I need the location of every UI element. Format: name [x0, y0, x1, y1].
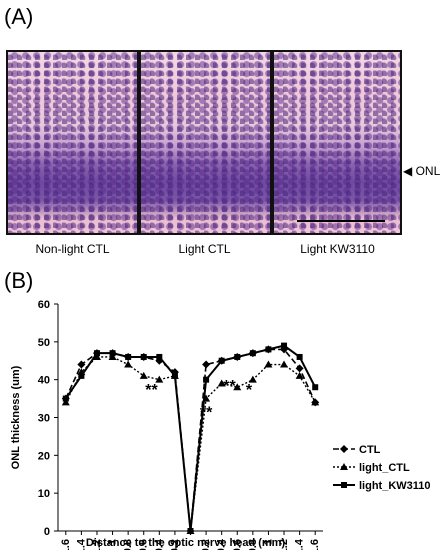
y-tick-label: 20 [38, 450, 50, 462]
data-point [156, 353, 163, 360]
data-point [280, 360, 289, 368]
data-point [93, 350, 100, 357]
legend-label: CTL [359, 444, 381, 456]
x-tick-label: 1 [107, 539, 119, 545]
chart-legend: CTL light_CTL light_KW3110 [333, 444, 431, 492]
data-point [296, 353, 303, 360]
scale-bar [297, 220, 385, 222]
data-point [203, 376, 210, 383]
data-point [280, 345, 289, 354]
caption-non-light-ctl: Non-light CTL [35, 242, 110, 256]
chart-annotations: ****** * [145, 378, 253, 421]
x-tick-label: 1.4 [294, 538, 306, 550]
significance-annotation: ** [145, 382, 158, 399]
x-tick-label: 1.6 [60, 539, 72, 550]
series-line [65, 348, 316, 532]
y-tick-label: 60 [38, 299, 50, 311]
significance-annotation: ** [200, 405, 213, 422]
data-point [125, 353, 132, 360]
data-point [124, 360, 133, 368]
x-axis-title: Distance to the optic nerve head (mm) [86, 537, 286, 549]
data-point [311, 398, 320, 406]
data-point [295, 364, 304, 373]
x-tick-label: 1.2 [91, 539, 103, 550]
data-point [108, 352, 117, 360]
data-point [78, 372, 85, 379]
series-line [64, 344, 317, 532]
data-point [281, 342, 288, 349]
micrograph-light-kw3110 [272, 50, 402, 235]
data-point [62, 395, 69, 402]
data-point [218, 357, 225, 364]
y-tick-label: 30 [38, 413, 50, 425]
x-tick-label: 1.6 [309, 539, 321, 550]
caption-light-ctl: Light CTL [178, 242, 231, 256]
y-tick-label: 10 [38, 488, 50, 500]
data-point [234, 353, 241, 360]
data-point [61, 398, 70, 406]
x-tick-label: 0.8 [122, 539, 134, 550]
series-CTL [61, 345, 320, 535]
y-tick-label: 50 [38, 337, 50, 349]
data-point [312, 384, 319, 391]
x-tick-label: 1 [262, 539, 274, 545]
data-point [139, 371, 148, 379]
legend-marker [340, 445, 348, 453]
x-tick-label: 0.2 [169, 539, 181, 550]
y-axis-title: ONL thickness (um) [10, 365, 22, 469]
x-tick-label: 1.4 [75, 538, 87, 550]
data-point [155, 375, 164, 383]
data-point [171, 372, 178, 379]
x-tick-label: 0.4 [216, 538, 228, 550]
series-line [65, 356, 316, 532]
significance-annotation: * [246, 382, 253, 399]
panel-b-label: (B) [4, 268, 34, 293]
caption-light-kw3110: Light KW3110 [300, 242, 375, 256]
data-point [140, 353, 147, 360]
series-light_CTL [61, 352, 320, 534]
x-tick-label: 0.4 [153, 538, 165, 550]
data-point [109, 350, 116, 357]
micrograph-light-ctl [139, 50, 272, 235]
x-tick-label: 0.8 [247, 539, 259, 550]
data-point [295, 371, 304, 379]
data-point [248, 375, 257, 383]
legend-label: light_CTL [359, 462, 410, 474]
chart-series [61, 342, 320, 535]
data-point [217, 379, 226, 387]
y-tick-label: 0 [44, 526, 50, 538]
x-tick-label: 0.6 [231, 539, 243, 550]
micrograph-non-light-ctl [6, 50, 139, 235]
x-tick-label: 1.2 [278, 539, 290, 550]
data-point [249, 350, 256, 357]
series-light_KW3110 [62, 342, 319, 534]
data-point [187, 528, 194, 534]
data-point [202, 360, 211, 369]
data-point [233, 383, 242, 391]
data-point [265, 346, 272, 353]
legend-marker [340, 463, 348, 470]
data-point [264, 360, 273, 368]
significance-annotation: ** [223, 378, 236, 395]
legend-marker [341, 482, 347, 488]
x-tick-label: 0.2 [200, 539, 212, 550]
panel-a-label: (A) [4, 4, 34, 29]
legend-label: light_KW3110 [359, 480, 431, 492]
onl-marker: ◀ ONL [403, 164, 441, 178]
data-point [92, 352, 101, 360]
data-point [77, 360, 86, 369]
y-tick-label: 40 [38, 375, 50, 387]
x-tick-label: 0.6 [138, 539, 150, 550]
